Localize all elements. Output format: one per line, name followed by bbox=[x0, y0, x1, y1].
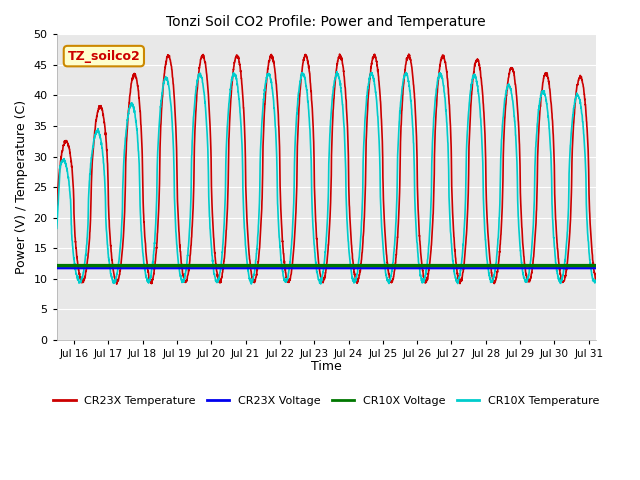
Title: Tonzi Soil CO2 Profile: Power and Temperature: Tonzi Soil CO2 Profile: Power and Temper… bbox=[166, 15, 486, 29]
Legend: CR23X Temperature, CR23X Voltage, CR10X Voltage, CR10X Temperature: CR23X Temperature, CR23X Voltage, CR10X … bbox=[49, 392, 604, 410]
Y-axis label: Power (V) / Temperature (C): Power (V) / Temperature (C) bbox=[15, 100, 28, 274]
Text: TZ_soilco2: TZ_soilco2 bbox=[67, 49, 140, 62]
X-axis label: Time: Time bbox=[311, 360, 342, 373]
